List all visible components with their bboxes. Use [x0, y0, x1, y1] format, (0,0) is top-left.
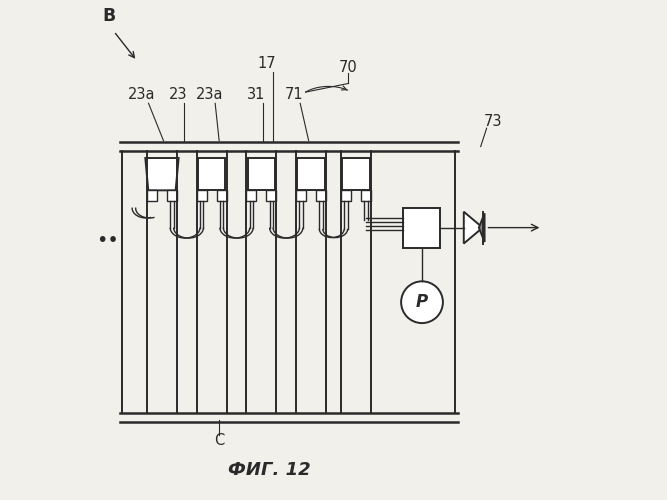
Text: 23a: 23a: [195, 87, 223, 102]
Bar: [342, 158, 370, 190]
Bar: [147, 190, 157, 202]
Text: C: C: [214, 433, 224, 448]
Text: P: P: [416, 293, 428, 311]
Bar: [217, 190, 227, 202]
Bar: [197, 190, 207, 202]
Bar: [167, 190, 177, 202]
Text: 17: 17: [257, 56, 275, 71]
Text: 73: 73: [484, 114, 502, 128]
Text: 70: 70: [339, 60, 358, 75]
Text: ФИГ. 12: ФИГ. 12: [227, 460, 310, 478]
Bar: [198, 158, 225, 190]
Bar: [296, 190, 306, 202]
Circle shape: [401, 282, 443, 323]
Polygon shape: [145, 158, 179, 190]
Bar: [341, 190, 351, 202]
Bar: [297, 158, 325, 190]
Bar: [247, 190, 256, 202]
Text: 31: 31: [247, 87, 265, 102]
Text: B: B: [102, 8, 115, 26]
Text: 71: 71: [284, 87, 303, 102]
Bar: [266, 190, 276, 202]
Bar: [361, 190, 371, 202]
Text: ••: ••: [96, 230, 119, 250]
Polygon shape: [479, 214, 484, 242]
Bar: [247, 158, 275, 190]
Bar: [403, 208, 440, 248]
Text: 23a: 23a: [128, 87, 156, 102]
Text: 23: 23: [169, 87, 187, 102]
Polygon shape: [464, 212, 483, 244]
Bar: [316, 190, 326, 202]
